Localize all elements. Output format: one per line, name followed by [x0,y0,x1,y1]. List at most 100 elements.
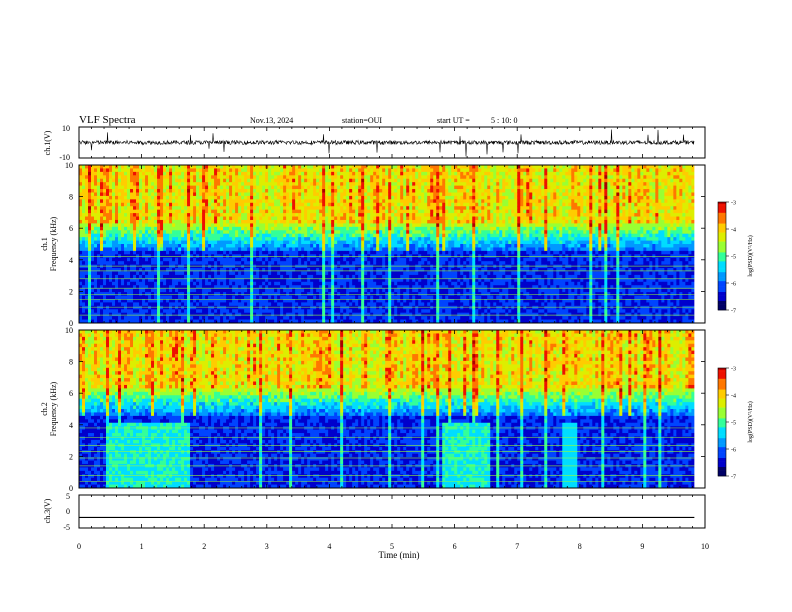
spectrogram-cell [166,271,170,276]
spectrogram-cell [166,230,170,235]
spectrogram-cell [217,281,221,286]
spectrogram-cell [181,264,185,269]
spectrogram-cell [94,171,98,176]
spectrogram-cell [85,168,89,173]
spectrogram-cell [166,223,170,228]
spectrogram-cell [316,240,320,245]
spectrogram-cell [172,295,176,300]
spectrogram-cell [217,316,221,320]
spectrogram-cell [214,199,218,204]
spectrogram-cell [199,292,203,296]
spectrogram-cell [88,202,92,207]
spectrogram-cell [226,168,230,173]
spectrogram-cell [271,165,275,169]
spectrogram-cell [124,209,128,214]
spectrogram-cell [199,309,203,314]
spectrogram-cell [244,219,248,224]
spectrogram-cell [157,254,161,259]
spectrogram-cell [361,288,365,293]
spectrogram-cell [316,195,320,200]
spectrogram-cell [370,257,374,262]
spectrogram-cell [277,216,281,221]
spectrogram-cell [313,281,317,286]
spectrogram-cell [382,288,386,293]
spectrogram-cell [103,319,107,324]
spectrogram-cell [157,295,161,300]
spectrogram-cell [328,244,332,248]
spectrogram-cell [100,192,104,197]
spectrogram-cell [115,264,119,269]
spectrogram-cell [394,175,398,180]
spectrogram-cell [148,261,152,265]
spectrogram-cell [190,185,194,190]
spectrogram-cell [244,247,248,252]
spectrogram-cell [211,278,215,283]
spectrogram-cell [109,285,113,290]
spectrogram-cell [304,278,308,283]
spectrogram-cell [130,268,134,272]
spectrogram-cell [142,312,146,317]
spectrogram-cell [346,250,350,255]
spectrogram-cell [262,240,266,245]
spectrogram-cell [160,209,164,214]
spectrogram-cell [298,278,302,283]
spectrogram-cell [301,305,305,310]
spectrogram-cell [244,206,248,211]
spectrogram-cell [97,302,101,307]
spectrogram-cell [217,175,221,180]
spectrogram-cell [97,199,101,204]
spectrogram-cell [388,175,392,180]
spectrogram-cell [214,182,218,186]
spectrogram-cell [364,295,368,300]
spectrogram-cell [304,244,308,248]
spectrogram-cell [163,209,167,214]
spectrogram-cell [259,278,263,283]
spectrogram-cell [202,168,206,173]
spectrogram-cell [94,226,98,231]
spectrogram-cell [190,178,194,183]
spectrogram-cell [307,278,311,283]
spectrogram-cell [208,226,212,231]
spectrogram-cell [340,178,344,183]
spectrogram-cell [106,285,110,290]
spectrogram-cell [100,219,104,224]
spectrogram-cell [139,254,143,259]
spectrogram-cell [130,189,134,193]
spectrogram-cell [343,216,347,221]
spectrogram-cell [130,237,134,241]
spectrogram-cell [187,254,191,259]
spectrogram-cell [118,244,122,248]
spectrogram-cell [148,305,152,310]
spectrogram-cell [220,319,224,324]
spectrogram-cell [265,285,269,290]
spectrogram-cell [211,281,215,286]
spectrogram-cell [235,219,239,224]
spectrogram-cell [172,309,176,314]
spectrogram-cell [112,237,116,241]
spectrogram-cell [244,168,248,173]
spectrogram-cell [277,189,281,193]
spectrogram-cell [391,192,395,197]
spectrogram-cell [127,257,131,262]
spectrogram-cell [394,281,398,286]
spectrogram-cell [157,219,161,224]
spectrogram-cell [364,223,368,228]
spectrogram-cell [160,288,164,293]
spectrogram-cell [334,175,338,180]
spectrogram-cell [388,261,392,265]
spectrogram-cell [142,316,146,320]
spectrogram-cell [148,271,152,276]
spectrogram-cell [295,206,299,211]
spectrogram-cell [160,285,164,290]
spectrogram-cell [172,168,176,173]
spectrogram-cell [313,257,317,262]
spectrogram-cell [217,285,221,290]
spectrogram-cell [94,192,98,197]
spectrogram-cell [151,288,155,293]
spectrogram-cell [301,261,305,265]
spectrogram-cell [94,182,98,186]
spectrogram-cell [352,226,356,231]
spectrogram-cell [157,271,161,276]
spectrogram-cell [130,168,134,173]
spectrogram-cell [385,175,389,180]
